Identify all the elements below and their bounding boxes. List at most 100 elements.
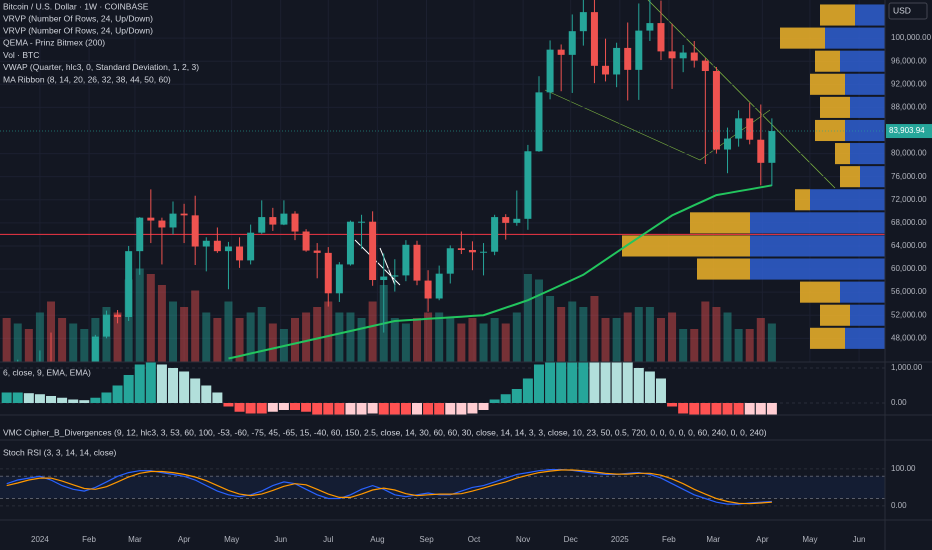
profile-down	[750, 212, 885, 234]
macd-bar	[766, 402, 777, 415]
ma-line	[228, 184, 773, 360]
volume-bar	[557, 307, 566, 362]
volume-bar	[424, 312, 433, 362]
candle-body	[313, 250, 321, 253]
y-tick-label: 72,000.00	[891, 195, 927, 204]
x-tick-label: Apr	[178, 535, 191, 544]
stoch-pane	[0, 468, 885, 507]
profile-up	[840, 166, 860, 188]
macd-bar	[611, 362, 622, 403]
volume-bar	[634, 307, 643, 362]
volume-bar	[534, 279, 543, 362]
macd-bar	[323, 402, 334, 415]
macd-bar	[378, 402, 389, 415]
volume-bar	[235, 318, 244, 362]
x-tick-label: Feb	[662, 535, 676, 544]
macd-bar	[400, 402, 411, 415]
candle-body	[646, 23, 654, 31]
macd-bar	[522, 378, 533, 403]
profile-up	[690, 212, 750, 234]
x-tick-label: Dec	[564, 535, 578, 544]
macd-bar	[411, 402, 422, 415]
macd-bar	[389, 402, 400, 415]
profile-up	[810, 327, 845, 349]
volume-bar	[712, 307, 721, 362]
candle-body	[746, 118, 754, 140]
volume-bar	[246, 312, 255, 362]
candle-body	[491, 217, 499, 252]
macd-bar	[46, 395, 57, 403]
candle-body	[335, 264, 343, 294]
candle-body	[269, 217, 277, 225]
volume-bar	[401, 323, 410, 362]
macd-bar	[722, 402, 733, 415]
macd-bar	[278, 402, 289, 410]
macd-bar	[744, 402, 755, 415]
macd-bar	[456, 402, 467, 415]
macd-pane	[0, 362, 885, 415]
volume-bar	[169, 301, 178, 362]
candle-body	[402, 244, 410, 276]
candle-body	[724, 138, 732, 150]
profile-up	[835, 143, 850, 165]
currency-box[interactable]	[888, 2, 928, 20]
y-tick-label: 56,000.00	[891, 287, 927, 296]
legend-entry: VRVP (Number Of Rows, 24, Up/Down)	[3, 25, 153, 35]
x-tick-label: Jun	[853, 535, 866, 544]
macd-bar	[423, 402, 434, 415]
legend-entry: QEMA - Prinz Bitmex (200)	[3, 38, 105, 48]
macd-bar	[256, 402, 267, 414]
volume-bar	[80, 329, 89, 362]
macd-bar	[179, 371, 190, 403]
macd-bar	[600, 362, 611, 403]
candle-body	[701, 60, 709, 72]
candle-body	[114, 314, 122, 317]
x-tick-label: Apr	[756, 535, 769, 544]
candle-body	[136, 217, 144, 252]
y-tick-label: 88,000.00	[891, 102, 927, 111]
candle-body	[468, 249, 476, 253]
x-tick-label: Oct	[468, 535, 481, 544]
profile-down	[850, 143, 885, 165]
macd-bar	[367, 402, 378, 414]
candle-body	[169, 213, 177, 228]
candle-body	[635, 30, 643, 70]
macd-bar	[445, 402, 456, 415]
macd-bar	[533, 364, 544, 403]
volume-bar	[191, 290, 200, 362]
candle-body	[690, 52, 698, 61]
y-tick-label: 0.00	[891, 398, 907, 407]
macd-bar	[267, 402, 278, 412]
volume-bar	[180, 307, 189, 362]
candle-body	[258, 217, 266, 233]
profile-down	[840, 50, 885, 72]
volume-bar	[523, 274, 532, 362]
macd-bar	[334, 402, 345, 415]
candle-body	[125, 251, 133, 317]
macd-bar	[123, 374, 134, 403]
profile-down	[845, 327, 885, 349]
currency[interactable]: USD	[893, 5, 911, 15]
candle-body	[480, 251, 488, 253]
x-tick-label: Feb	[82, 535, 96, 544]
volume-bar	[668, 312, 677, 362]
profile-up	[697, 258, 750, 280]
macd-bar	[290, 402, 300, 410]
candle-body	[380, 276, 388, 281]
candle-body	[602, 65, 610, 75]
x-tick-label: 2024	[31, 535, 49, 544]
volume-bar	[69, 323, 78, 362]
profile-down	[825, 27, 885, 49]
x-tick-label: Nov	[516, 535, 530, 544]
candle-body	[102, 314, 110, 337]
volume-bar	[468, 318, 477, 362]
volume-bar	[157, 285, 166, 362]
volume-bar	[457, 323, 466, 362]
x-tick-label: 2025	[611, 535, 629, 544]
candle-body	[180, 213, 188, 216]
macd-bar	[245, 402, 256, 414]
candle-body	[446, 248, 454, 274]
macd-bar	[79, 400, 90, 403]
profile-down	[860, 166, 885, 188]
volume-bar	[268, 323, 277, 362]
